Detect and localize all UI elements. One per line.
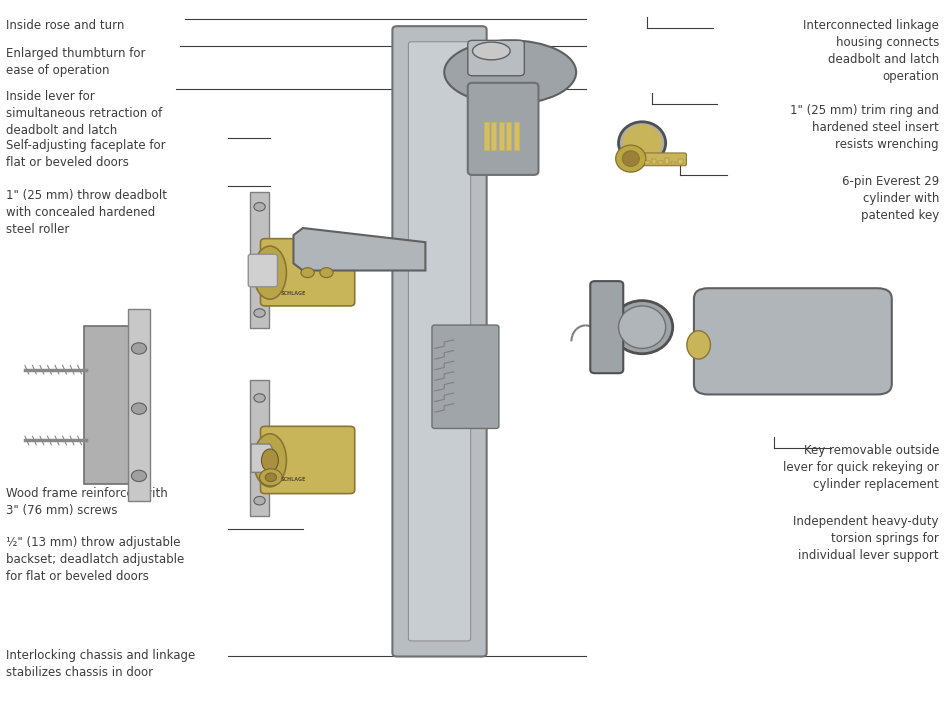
- FancyBboxPatch shape: [467, 41, 524, 76]
- Text: Inside rose and turn: Inside rose and turn: [6, 19, 125, 32]
- FancyBboxPatch shape: [392, 26, 486, 656]
- Ellipse shape: [472, 42, 510, 60]
- Circle shape: [254, 394, 265, 402]
- Text: Interconnected linkage
housing connects
deadbolt and latch
operation: Interconnected linkage housing connects …: [802, 19, 938, 83]
- Text: Interlocking chassis and linkage
stabilizes chassis in door: Interlocking chassis and linkage stabili…: [6, 649, 195, 680]
- Circle shape: [131, 403, 146, 415]
- Bar: [491, 122, 496, 150]
- Text: 6-pin Everest 29
cylinder with
patented key: 6-pin Everest 29 cylinder with patented …: [841, 175, 938, 222]
- Polygon shape: [294, 228, 425, 270]
- FancyBboxPatch shape: [248, 255, 278, 287]
- Text: Wood frame reinforcer with
3" (76 mm) screws: Wood frame reinforcer with 3" (76 mm) sc…: [6, 486, 168, 516]
- Text: 1" (25 mm) trim ring and
hardened steel insert
resists wrenching: 1" (25 mm) trim ring and hardened steel …: [789, 104, 938, 151]
- Bar: [644, 161, 649, 164]
- Text: SCHLAGE: SCHLAGE: [280, 477, 306, 482]
- Ellipse shape: [686, 331, 710, 359]
- Ellipse shape: [253, 434, 286, 487]
- FancyBboxPatch shape: [467, 83, 538, 175]
- Circle shape: [131, 343, 146, 354]
- FancyBboxPatch shape: [250, 192, 269, 328]
- Bar: [483, 122, 488, 150]
- Text: 1" (25 mm) throw deadbolt
with concealed hardened
steel roller: 1" (25 mm) throw deadbolt with concealed…: [6, 189, 167, 236]
- FancyBboxPatch shape: [261, 239, 354, 306]
- FancyBboxPatch shape: [693, 288, 891, 395]
- FancyBboxPatch shape: [261, 427, 354, 493]
- Circle shape: [265, 473, 277, 481]
- FancyBboxPatch shape: [127, 309, 150, 501]
- Ellipse shape: [261, 449, 278, 471]
- Circle shape: [254, 309, 265, 317]
- Polygon shape: [251, 444, 278, 472]
- Text: Independent heavy-duty
torsion springs for
individual lever support: Independent heavy-duty torsion springs f…: [793, 515, 938, 562]
- FancyBboxPatch shape: [250, 380, 269, 515]
- Bar: [506, 122, 511, 150]
- Ellipse shape: [618, 306, 665, 348]
- FancyBboxPatch shape: [431, 325, 498, 429]
- Text: SCHLAGE: SCHLAGE: [280, 291, 306, 296]
- Ellipse shape: [611, 301, 672, 354]
- Ellipse shape: [623, 125, 660, 161]
- Bar: [664, 158, 668, 164]
- Ellipse shape: [615, 145, 645, 172]
- Text: Self-adjusting faceplate for
flat or beveled doors: Self-adjusting faceplate for flat or bev…: [6, 139, 165, 169]
- FancyBboxPatch shape: [590, 281, 623, 373]
- Bar: [677, 159, 682, 164]
- Text: Key removable outside
lever for quick rekeying or
cylinder replacement: Key removable outside lever for quick re…: [782, 444, 938, 491]
- Bar: [498, 122, 503, 150]
- Ellipse shape: [253, 246, 286, 299]
- Ellipse shape: [618, 122, 665, 164]
- Text: Inside lever for
simultaneous retraction of
deadbolt and latch: Inside lever for simultaneous retraction…: [6, 90, 162, 137]
- Bar: [514, 122, 518, 150]
- Circle shape: [260, 469, 282, 486]
- Ellipse shape: [622, 151, 638, 166]
- Text: Enlarged thumbturn for
ease of operation: Enlarged thumbturn for ease of operation: [6, 48, 145, 77]
- Circle shape: [301, 267, 313, 277]
- Bar: [657, 161, 662, 164]
- FancyBboxPatch shape: [84, 326, 140, 484]
- Text: ½" (13 mm) throw adjustable
backset; deadlatch adjustable
for flat or beveled do: ½" (13 mm) throw adjustable backset; dea…: [6, 536, 184, 583]
- Bar: [670, 162, 675, 164]
- Ellipse shape: [444, 41, 576, 104]
- Circle shape: [319, 267, 332, 277]
- FancyBboxPatch shape: [408, 42, 470, 641]
- Circle shape: [254, 496, 265, 505]
- Bar: [650, 159, 655, 164]
- FancyBboxPatch shape: [626, 153, 685, 166]
- Circle shape: [131, 470, 146, 481]
- Circle shape: [254, 203, 265, 211]
